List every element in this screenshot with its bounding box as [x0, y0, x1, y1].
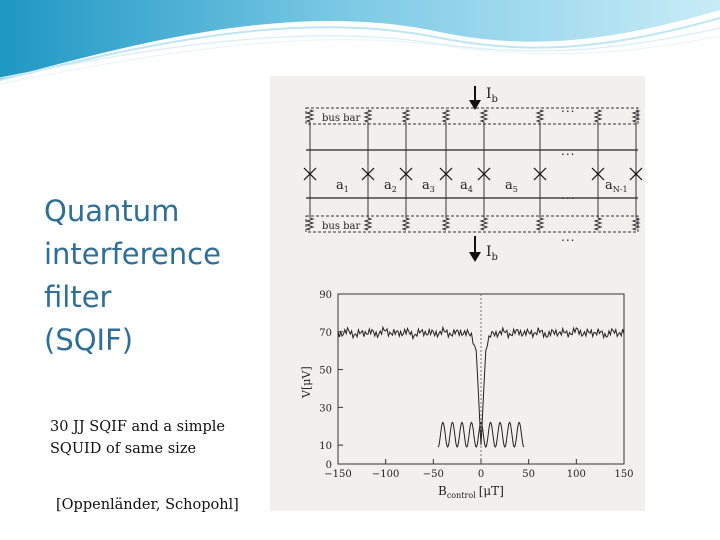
x-tick-label: 100 — [567, 469, 586, 480]
y-tick-label: 50 — [319, 366, 332, 377]
slide-title-line: interference — [44, 237, 221, 271]
ellipsis-bottom: ... — [561, 230, 575, 244]
bottom-bus-resistor — [363, 217, 373, 231]
josephson-junction — [439, 167, 453, 181]
top-bus-resistor — [305, 109, 315, 123]
top-current-arrow — [469, 100, 481, 110]
bottom-bus-resistor — [631, 217, 641, 231]
y-tick-label: 0 — [326, 460, 332, 471]
x-tick-label: 50 — [522, 469, 535, 480]
junction-label-a2: a2 — [384, 178, 397, 194]
y-tick-label: 90 — [319, 290, 332, 301]
x-axis-ticks: −150 −100 −50 0 50 100 150 — [324, 459, 634, 480]
x-axis-label: Bcontrol [μT] — [438, 484, 504, 500]
josephson-junction — [629, 167, 643, 181]
squid-series-line — [437, 421, 525, 448]
caption-line: SQUID of same size — [50, 441, 197, 457]
header-wave-decoration — [0, 0, 720, 85]
top-bus-bar-label: bus bar — [322, 113, 361, 124]
sqif-circuit-diagram: bus bar bus bar Ib Ib ... ... ... ... a1… — [303, 86, 643, 263]
x-tick-label: 0 — [478, 469, 484, 480]
top-bus-resistor — [363, 109, 373, 123]
bottom-bus-resistor — [441, 217, 451, 231]
citation: [Oppenländer, Schopohl] — [56, 497, 239, 513]
y-tick-label: 10 — [319, 441, 332, 452]
bottom-bus-bar-label: bus bar — [322, 221, 361, 232]
bottom-bus-resistor — [479, 217, 489, 231]
y-axis-label: V[μV] — [300, 366, 313, 399]
x-tick-label: −100 — [372, 469, 399, 480]
top-bus-resistor — [535, 109, 545, 123]
top-bus-resistor — [593, 109, 603, 123]
figure-svg: bus bar bus bar Ib Ib ... ... ... ... a1… — [270, 76, 645, 511]
ellipsis-top: ... — [561, 101, 575, 115]
caption-line: 30 JJ SQIF and a simple — [50, 419, 225, 435]
top-bus-resistor — [441, 109, 451, 123]
ellipsis-lower: ... — [561, 188, 575, 202]
top-bus-resistor — [631, 109, 641, 123]
x-tick-label: −50 — [423, 469, 444, 480]
slide-title: Quantum interference filter (SQIF) — [44, 190, 264, 362]
bottom-bus-resistor — [593, 217, 603, 231]
y-tick-label: 70 — [319, 328, 332, 339]
bottom-bus-resistor — [401, 217, 411, 231]
ellipsis-upper: ... — [561, 144, 575, 158]
josephson-junction — [399, 167, 413, 181]
x-tick-label: −150 — [324, 469, 351, 480]
y-tick-label: 30 — [319, 403, 332, 414]
y-axis-ticks: 0 10 30 50 70 90 — [319, 290, 343, 471]
bottom-bus-resistor — [535, 217, 545, 231]
junction-label-a1: a1 — [336, 178, 349, 194]
bottom-bus-resistor — [305, 217, 315, 231]
junction-label-a3: a3 — [422, 178, 435, 194]
sqif-series-line — [337, 325, 625, 446]
josephson-junction — [591, 167, 605, 181]
josephson-junction — [477, 167, 491, 181]
junction-label-a4: a4 — [460, 178, 473, 194]
slide-title-line: filter — [44, 280, 112, 314]
scanned-figure: bus bar bus bar Ib Ib ... ... ... ... a1… — [270, 76, 645, 511]
josephson-junction — [361, 167, 375, 181]
top-bus-resistor — [401, 109, 411, 123]
x-tick-label: 150 — [614, 469, 633, 480]
bottom-current-label: Ib — [486, 244, 498, 263]
voltage-vs-field-chart: 0 10 30 50 70 90 −150 −100 −50 0 50 100 150 V[μV] B… — [300, 290, 634, 500]
figure-caption: 30 JJ SQIF and a simple SQUID of same si… — [50, 416, 260, 460]
slide-title-line: Quantum — [44, 194, 180, 228]
top-bus-resistor — [479, 109, 489, 123]
bottom-current-arrow — [469, 252, 481, 262]
slide-title-line: (SQIF) — [44, 323, 134, 357]
junction-label-a5: a5 — [505, 178, 518, 194]
josephson-junction — [533, 167, 547, 181]
top-bus-bar — [305, 107, 639, 125]
josephson-junction — [303, 167, 317, 181]
bottom-bus-bar — [305, 215, 639, 233]
junction-legs — [303, 109, 643, 231]
top-current-label: Ib — [486, 86, 498, 105]
junction-label-aN-1: aN-1 — [605, 178, 628, 194]
